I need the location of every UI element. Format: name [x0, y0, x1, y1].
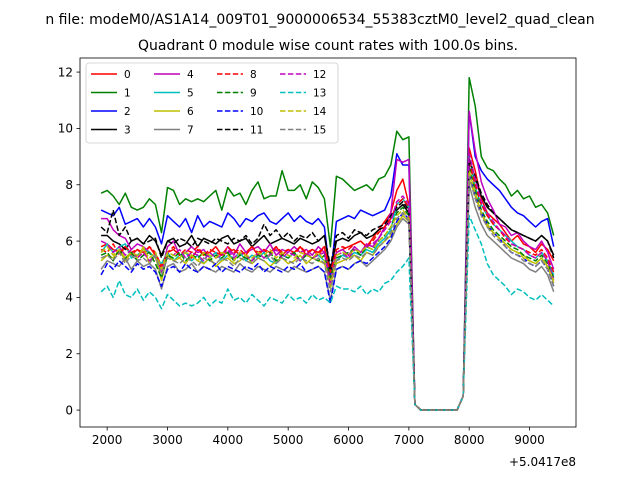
y-tick-label: 2 [65, 347, 73, 361]
chart-title: Quadrant 0 module wise count rates with … [138, 38, 518, 54]
legend-label-6: 6 [187, 106, 194, 118]
legend-label-4: 4 [187, 69, 194, 81]
legend-label-15: 15 [313, 125, 326, 137]
y-tick-label: 12 [58, 65, 73, 79]
series-line-13 [100, 214, 555, 411]
legend-label-7: 7 [187, 125, 194, 137]
legend-label-3: 3 [124, 125, 131, 137]
series-line-14 [100, 169, 555, 411]
legend-label-11: 11 [250, 125, 263, 137]
y-tick-label: 10 [58, 122, 73, 136]
legend-label-0: 0 [124, 69, 131, 81]
y-tick-label: 4 [65, 291, 73, 305]
legend-label-10: 10 [250, 106, 263, 118]
y-tick-label: 0 [65, 403, 73, 417]
legend-label-9: 9 [250, 88, 257, 100]
x-tick-label: 2000 [92, 433, 123, 447]
series-line-9 [100, 167, 555, 411]
x-tick-label: 7000 [394, 433, 425, 447]
x-tick-label: 5000 [273, 433, 304, 447]
x-tick-label: 6000 [333, 433, 364, 447]
series-line-15 [100, 175, 555, 411]
y-tick-label: 6 [65, 234, 73, 248]
legend-label-1: 1 [124, 88, 131, 100]
series-layer [100, 76, 555, 411]
axes-layer: 2000 3000 4000 5000 6000 7000 8000 900002468101… [58, 57, 577, 447]
x-tick-label: 8000 [454, 433, 485, 447]
series-line-12 [100, 153, 555, 411]
x-offset-label: +5.0417e8 [509, 455, 576, 469]
y-tick-label: 8 [65, 178, 73, 192]
x-tick-label: 4000 [213, 433, 244, 447]
x-tick-label: 9000 [514, 433, 545, 447]
legend-label-13: 13 [313, 88, 326, 100]
x-tick-label: 3000 [152, 433, 183, 447]
legend-box [85, 62, 339, 144]
series-line-1 [100, 76, 555, 411]
series-line-11 [100, 158, 555, 411]
legend-label-2: 2 [124, 106, 131, 118]
legend-label-14: 14 [313, 106, 327, 118]
series-line-8 [100, 161, 555, 411]
legend-label-5: 5 [187, 88, 194, 100]
legend-label-12: 12 [313, 69, 326, 81]
figure-suptitle: n file: modeM0/AS1A14_009T01_9000006534_… [45, 12, 594, 28]
plot-frame [79, 57, 577, 428]
legend-label-8: 8 [250, 69, 257, 81]
